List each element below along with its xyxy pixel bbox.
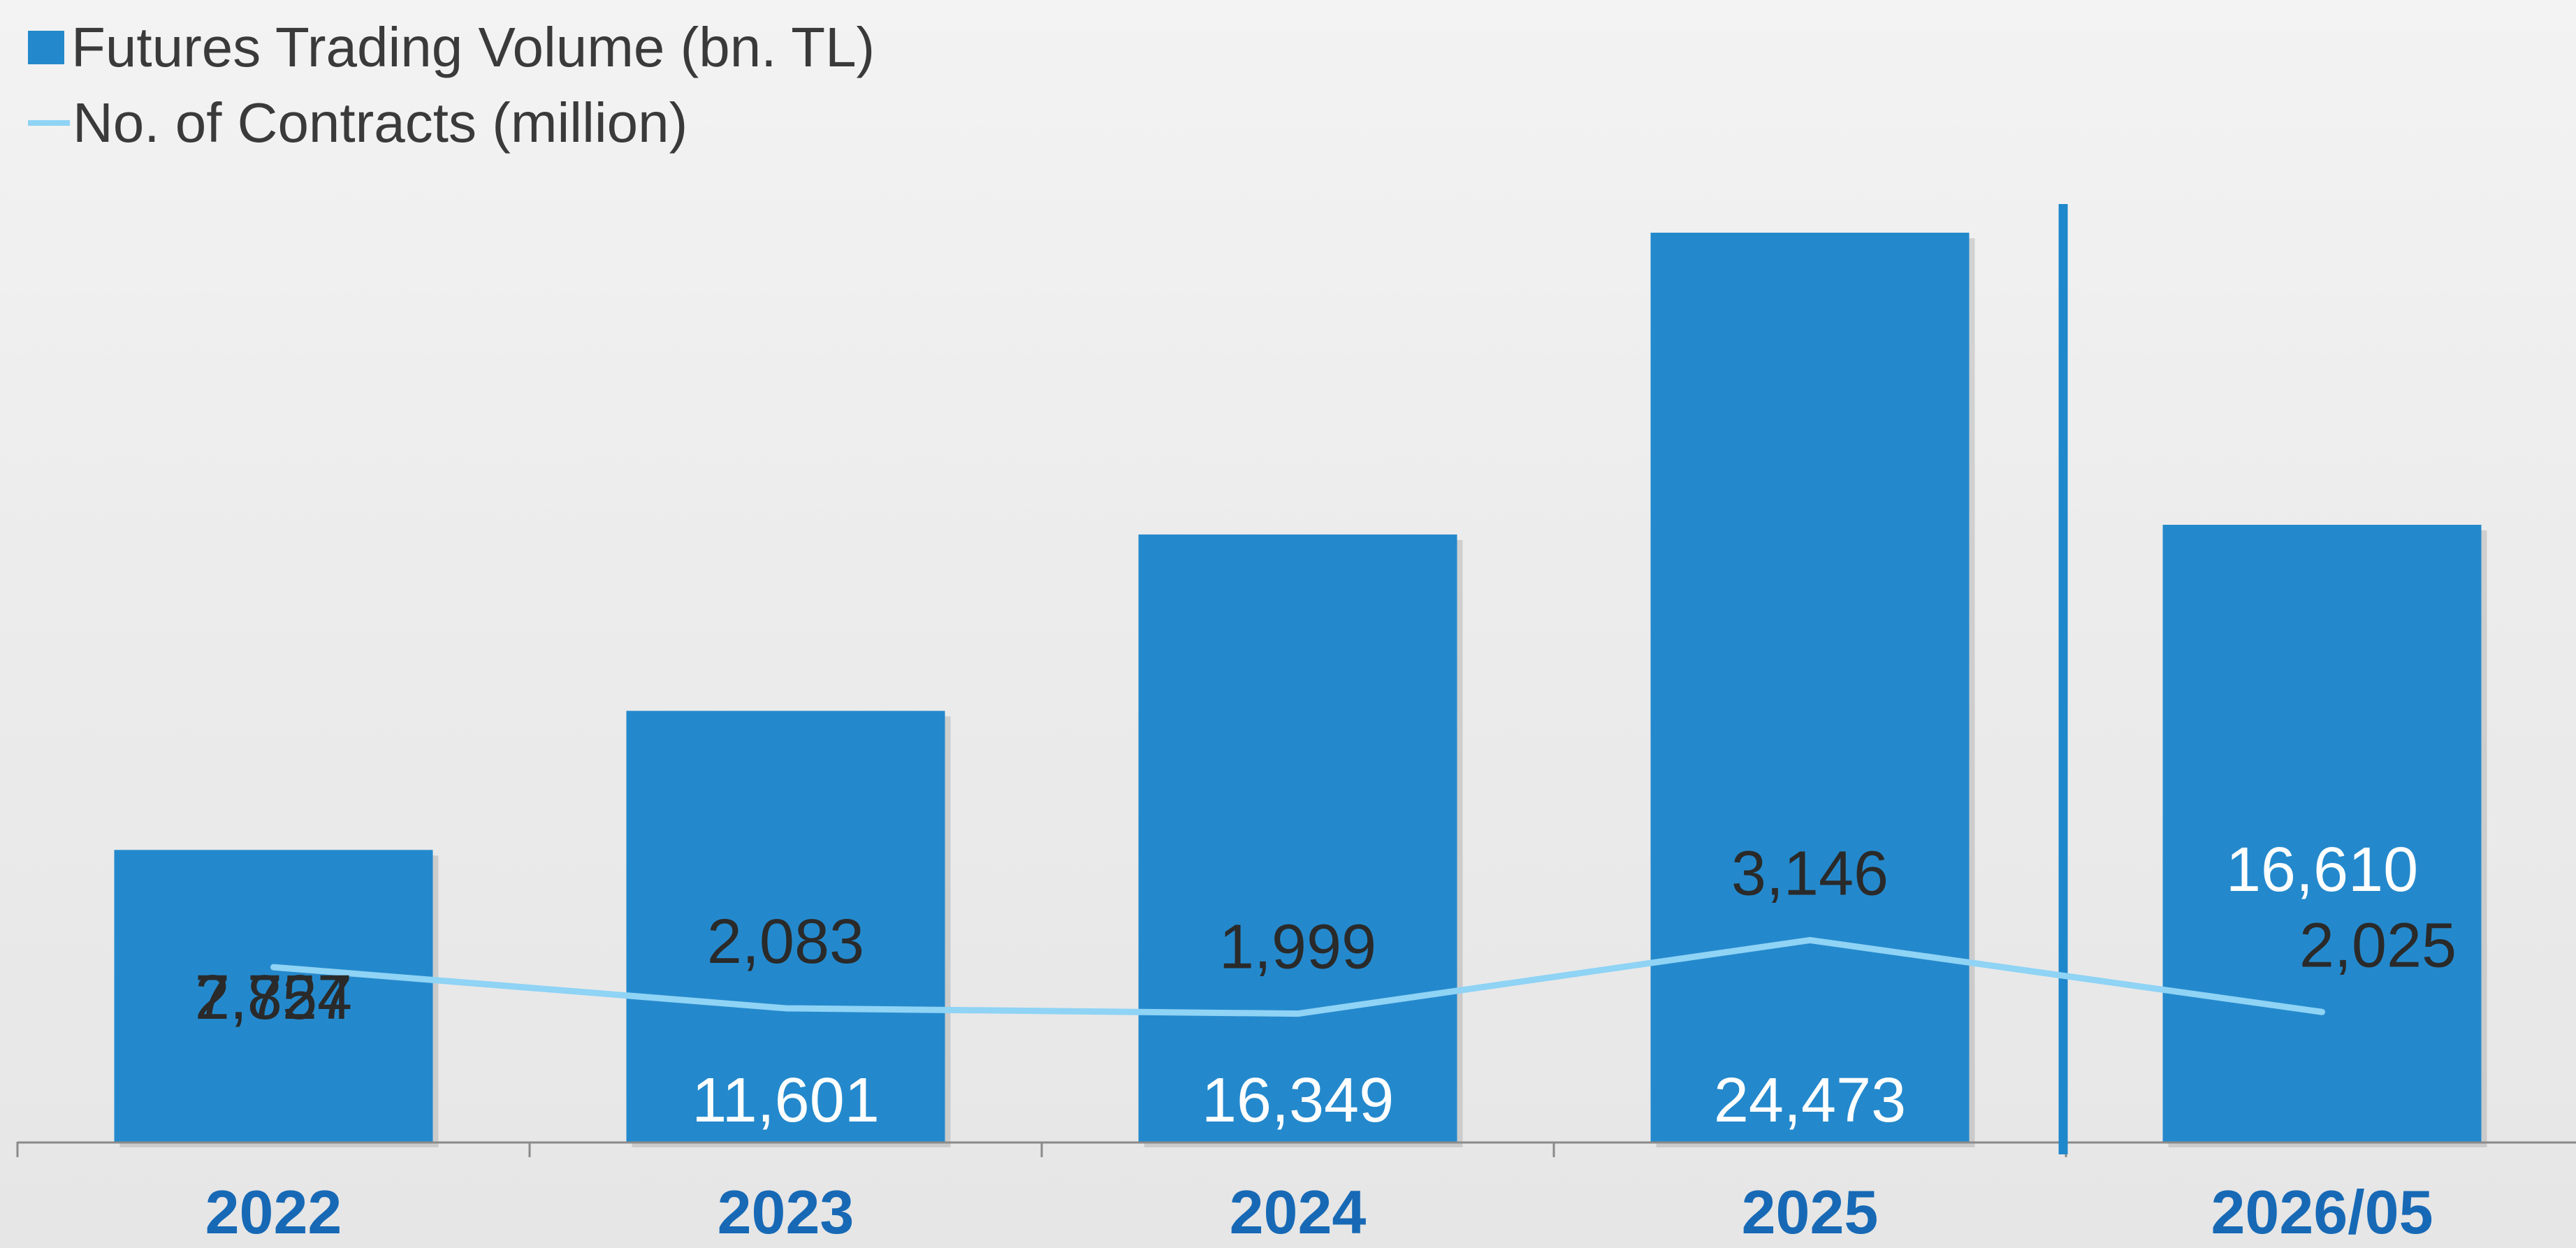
category-label: 2026/05 [2211, 1177, 2433, 1247]
contracts-line [270, 936, 2325, 1017]
category-label: 2022 [205, 1177, 342, 1247]
line-value-label: 1,999 [1219, 913, 1376, 982]
legend-contracts-label: No. of Contracts (million) [73, 92, 688, 154]
bar-value-label: 16,349 [1202, 1066, 1394, 1135]
category-label: 2025 [1742, 1177, 1879, 1247]
legend-volume-label: Futures Trading Volume (bn. TL) [71, 16, 875, 78]
bar-value-label: 16,610 [2226, 835, 2418, 905]
bar-2023 [626, 711, 945, 1142]
bar-2022 [114, 850, 433, 1142]
line-value-label: 2,025 [2299, 910, 2457, 980]
legend-bar-swatch [28, 31, 64, 64]
bar-2024 [1138, 534, 1457, 1142]
bar-value-label: 24,473 [1714, 1066, 1906, 1135]
legend-item-volume: Futures Trading Volume (bn. TL) [28, 10, 875, 85]
bar-value-label: 7,857 [195, 963, 352, 1033]
value-labels-layer: 7,857 11,601 16,349 24,473 16,610 2,724 2,083 1… [195, 835, 2457, 1135]
category-label: 2024 [1230, 1177, 1367, 1247]
category-label: 2023 [718, 1177, 854, 1247]
bar-2026-05 [2162, 525, 2482, 1142]
legend: Futures Trading Volume (bn. TL) No. of C… [28, 10, 875, 161]
bars-layer [114, 233, 2487, 1147]
bar-2025 [1650, 233, 1970, 1142]
bar-value-label: 11,601 [692, 1066, 880, 1135]
category-labels-layer: 2022 2023 2024 2025 2026/05 [205, 1177, 2433, 1247]
line-value-label: 2,083 [707, 907, 864, 977]
line-value-label: 2,724 [195, 963, 352, 1033]
x-axis-ticks [16, 1142, 2067, 1157]
line-value-label: 3,146 [1731, 839, 1889, 908]
legend-line-swatch [28, 120, 70, 126]
legend-item-contracts: No. of Contracts (million) [28, 85, 875, 161]
